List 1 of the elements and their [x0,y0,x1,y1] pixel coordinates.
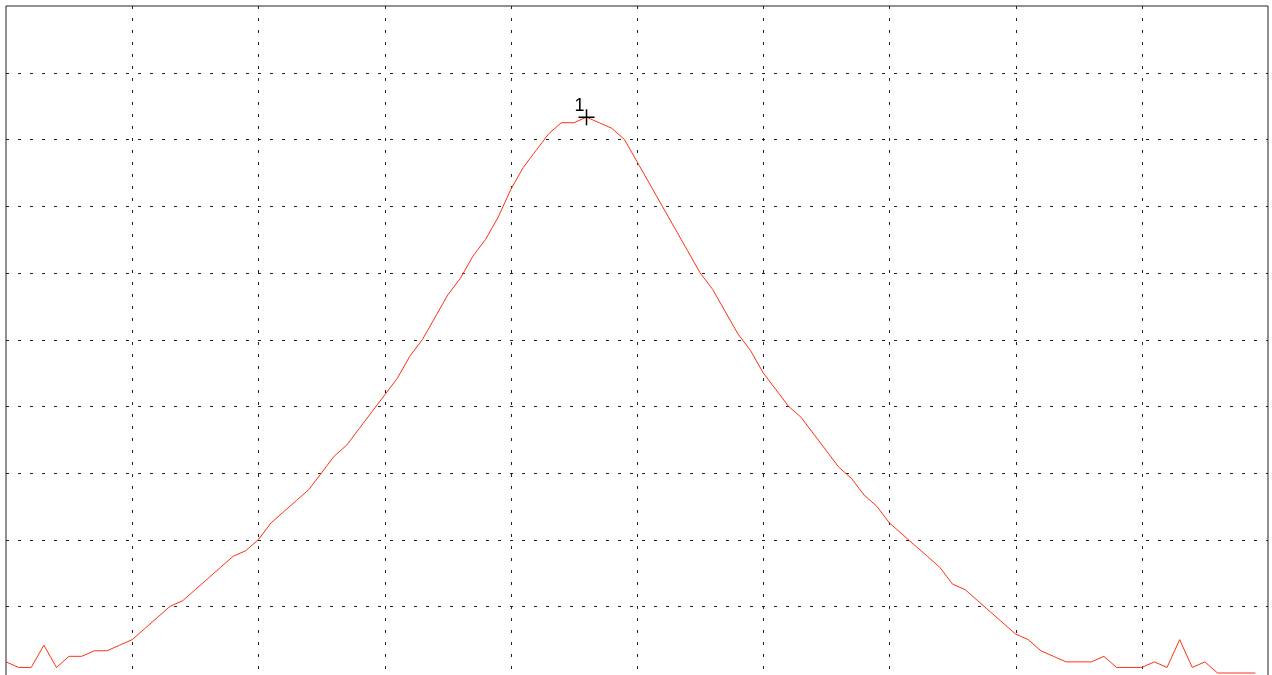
annotation: 1 [574,95,585,116]
